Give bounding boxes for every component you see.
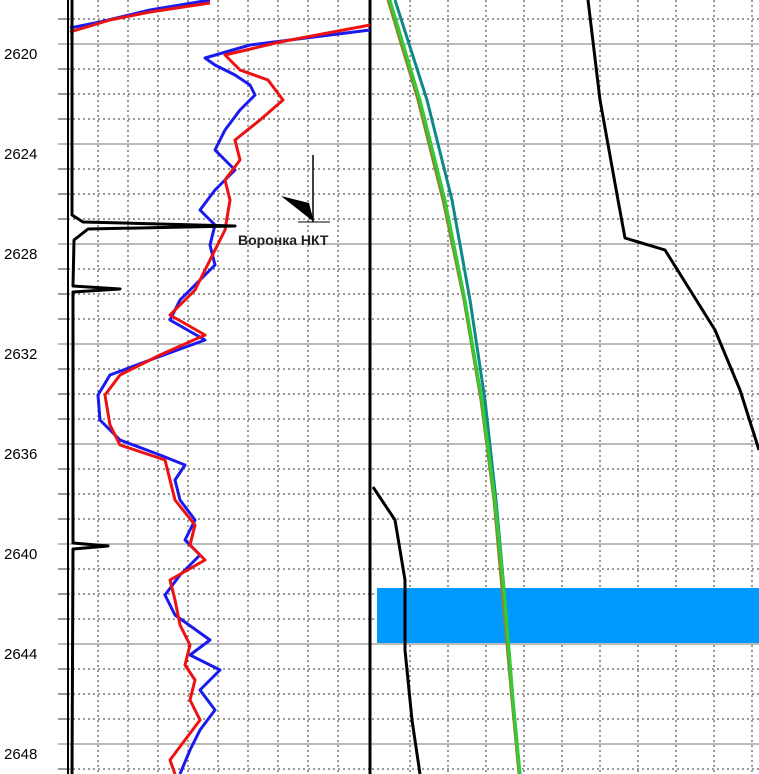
depth-label: 2624 xyxy=(4,146,37,163)
depth-label: 2632 xyxy=(4,346,37,363)
annotation: Воронка НКТ xyxy=(238,232,329,248)
depth-label: 2628 xyxy=(4,246,37,263)
log-curve xyxy=(69,1,371,774)
log-curve xyxy=(586,0,759,451)
interval-band xyxy=(377,588,759,643)
grid: 2620 2624 2628 2632 2636 2640 2644 2648 xyxy=(4,0,759,774)
log-curve xyxy=(70,0,237,774)
log-curve xyxy=(371,486,422,774)
depth-label: 2620 xyxy=(4,46,37,63)
log-curve xyxy=(388,0,522,774)
depth-label: 2640 xyxy=(4,546,37,563)
marker-icon xyxy=(281,155,330,223)
depth-label: 2636 xyxy=(4,446,37,463)
depth-label: 2648 xyxy=(4,746,37,763)
curves: Воронка НКТ xyxy=(69,0,759,774)
depth-label: 2644 xyxy=(4,646,37,663)
